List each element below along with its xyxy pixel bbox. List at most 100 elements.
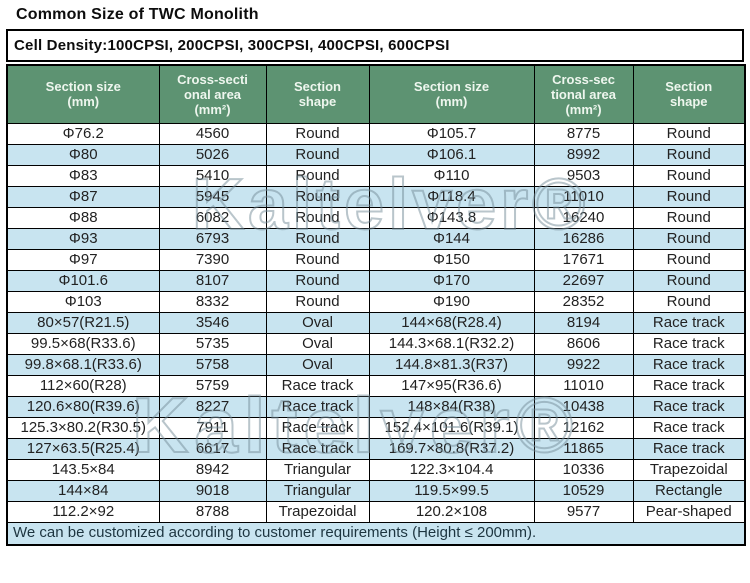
table-cell: 8992 [533,143,634,166]
table-row: 125.3×80.2(R30.5) 7911 Race track 152.4×101… [6,416,746,439]
table-row: Φ97 7390 Round Φ150 17671 Round [6,248,746,271]
table-cell: Φ118.4 [368,185,535,208]
table-cell: Race track [632,353,746,376]
table-cell: 5758 [158,353,267,376]
table-cell: Race track [265,437,370,460]
table-cell: 28352 [533,290,634,313]
table-cell: 9922 [533,353,634,376]
table-cell: 6082 [158,206,267,229]
table-cell: Round [265,290,370,313]
table-cell: 9503 [533,164,634,187]
table-cell: Round [265,206,370,229]
table-cell: Round [632,227,746,250]
table-cell: Race track [632,395,746,418]
table-cell: Race track [632,416,746,439]
table-cell: 5759 [158,374,267,397]
table-cell: Trapezoidal [265,500,370,523]
column-header-0: Section size (mm) [6,64,160,124]
table-cell: 11010 [533,185,634,208]
table-cell: 11010 [533,374,634,397]
table-cell: 5410 [158,164,267,187]
table-cell: 152.4×101.6(R39.1) [368,416,535,439]
table-cell: 7390 [158,248,267,271]
table-cell: Φ150 [368,248,535,271]
table-cell: 144×84 [6,479,160,502]
table-cell: 7911 [158,416,267,439]
cell-density-text: Cell Density:100CPSI, 200CPSI, 300CPSI, … [14,37,450,54]
table-cell: Φ190 [368,290,535,313]
table-cell: 6793 [158,227,267,250]
table-cell: Round [265,143,370,166]
table-row: Φ93 6793 Round Φ144 16286 Round [6,227,746,250]
table-cell: 16286 [533,227,634,250]
table-cell: Race track [632,374,746,397]
cell-density-bar: Cell Density:100CPSI, 200CPSI, 300CPSI, … [6,29,744,62]
table-row: Φ87 5945 Round Φ118.4 11010 Round [6,185,746,208]
table-cell: Φ88 [6,206,160,229]
table-cell: 12162 [533,416,634,439]
table-row: 144×84 9018 Triangular 119.5×99.5 10529 Recta… [6,479,746,502]
table-cell: Triangular [265,458,370,481]
table-cell: Φ101.6 [6,269,160,292]
table-cell: Race track [265,395,370,418]
table-row: 112.2×92 8788 Trapezoidal 120.2×108 9577 Pear… [6,500,746,523]
table-cell: 8332 [158,290,267,313]
table-cell: 5945 [158,185,267,208]
table-cell: 8194 [533,311,634,334]
table-cell: Trapezoidal [632,458,746,481]
table-cell: Round [632,164,746,187]
column-header-5: Section shape [632,64,746,124]
table-cell: Φ87 [6,185,160,208]
table-cell: 125.3×80.2(R30.5) [6,416,160,439]
table-cell: Round [632,269,746,292]
table-cell: Φ93 [6,227,160,250]
table-row: 112×60(R28) 5759 Race track 147×95(R36.6) 11… [6,374,746,397]
table-cell: Φ83 [6,164,160,187]
table-cell: Φ106.1 [368,143,535,166]
table-cell: Triangular [265,479,370,502]
table-cell: Round [632,185,746,208]
table-cell: 5735 [158,332,267,355]
table-footer-row: We can be customized according to custom… [6,521,746,546]
table-cell: Φ103 [6,290,160,313]
table-header-row: Section size (mm) Cross-secti onal area (… [6,64,746,124]
table-cell: 120.2×108 [368,500,535,523]
monolith-size-table: Section size (mm) Cross-secti onal area (… [6,64,746,546]
table-cell: Oval [265,332,370,355]
table-cell: Race track [632,311,746,334]
table-cell: Φ105.7 [368,122,535,145]
table-cell: 122.3×104.4 [368,458,535,481]
table-cell: 119.5×99.5 [368,479,535,502]
page: Common Size of TWC Monolith Cell Density… [0,6,750,583]
table-cell: Round [632,122,746,145]
table-cell: 8227 [158,395,267,418]
table-cell: 10336 [533,458,634,481]
table-cell: 16240 [533,206,634,229]
table-cell: 6617 [158,437,267,460]
table-cell: 144.8×81.3(R37) [368,353,535,376]
table-cell: 80×57(R21.5) [6,311,160,334]
table-row: Φ83 5410 Round Φ110 9503 Round [6,164,746,187]
table-cell: 17671 [533,248,634,271]
table-cell: 8788 [158,500,267,523]
table-cell: Round [632,143,746,166]
column-header-4: Cross-sec tional area (mm²) [533,64,634,124]
table-cell: 169.7×80.8(R37.2) [368,437,535,460]
table-cell: Φ97 [6,248,160,271]
table-row: Φ88 6082 Round Φ143.8 16240 Round [6,206,746,229]
column-header-1: Cross-secti onal area (mm²) [158,64,267,124]
table-cell: Race track [265,416,370,439]
table-cell: Race track [265,374,370,397]
table-cell: 9018 [158,479,267,502]
customization-note: We can be customized according to custom… [6,521,746,546]
table-cell: Round [265,122,370,145]
table-cell: Φ170 [368,269,535,292]
table-row: Φ101.6 8107 Round Φ170 22697 Round [6,269,746,292]
table-cell: Race track [632,437,746,460]
table-row: 143.5×84 8942 Triangular 122.3×104.4 10336 Tr… [6,458,746,481]
table-cell: 3546 [158,311,267,334]
table-cell: 4560 [158,122,267,145]
table-cell: 112.2×92 [6,500,160,523]
table-cell: Round [265,164,370,187]
table-cell: Round [265,227,370,250]
